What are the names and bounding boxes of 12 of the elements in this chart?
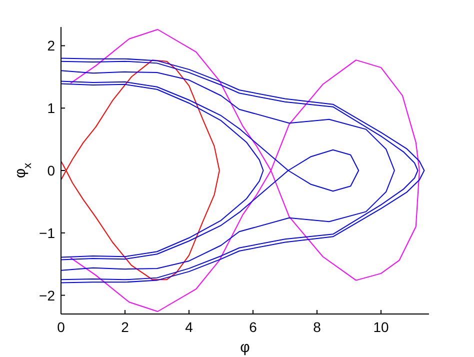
y-tick-label: 0 bbox=[47, 162, 56, 178]
y-tick-label: −2 bbox=[39, 287, 56, 304]
x-tick-label: 0 bbox=[57, 319, 66, 335]
y-tick-label: 2 bbox=[47, 38, 56, 54]
x-tick-label: 4 bbox=[185, 319, 194, 335]
x-tick-label: 8 bbox=[313, 319, 322, 335]
x-axis-title: φ bbox=[240, 339, 250, 356]
y-tick-label: −1 bbox=[39, 224, 56, 241]
x-tick-label: 2 bbox=[121, 319, 130, 335]
x-tick-label: 6 bbox=[249, 319, 258, 335]
x-tick-label: 10 bbox=[373, 319, 389, 335]
y-tick-label: 1 bbox=[47, 100, 56, 116]
